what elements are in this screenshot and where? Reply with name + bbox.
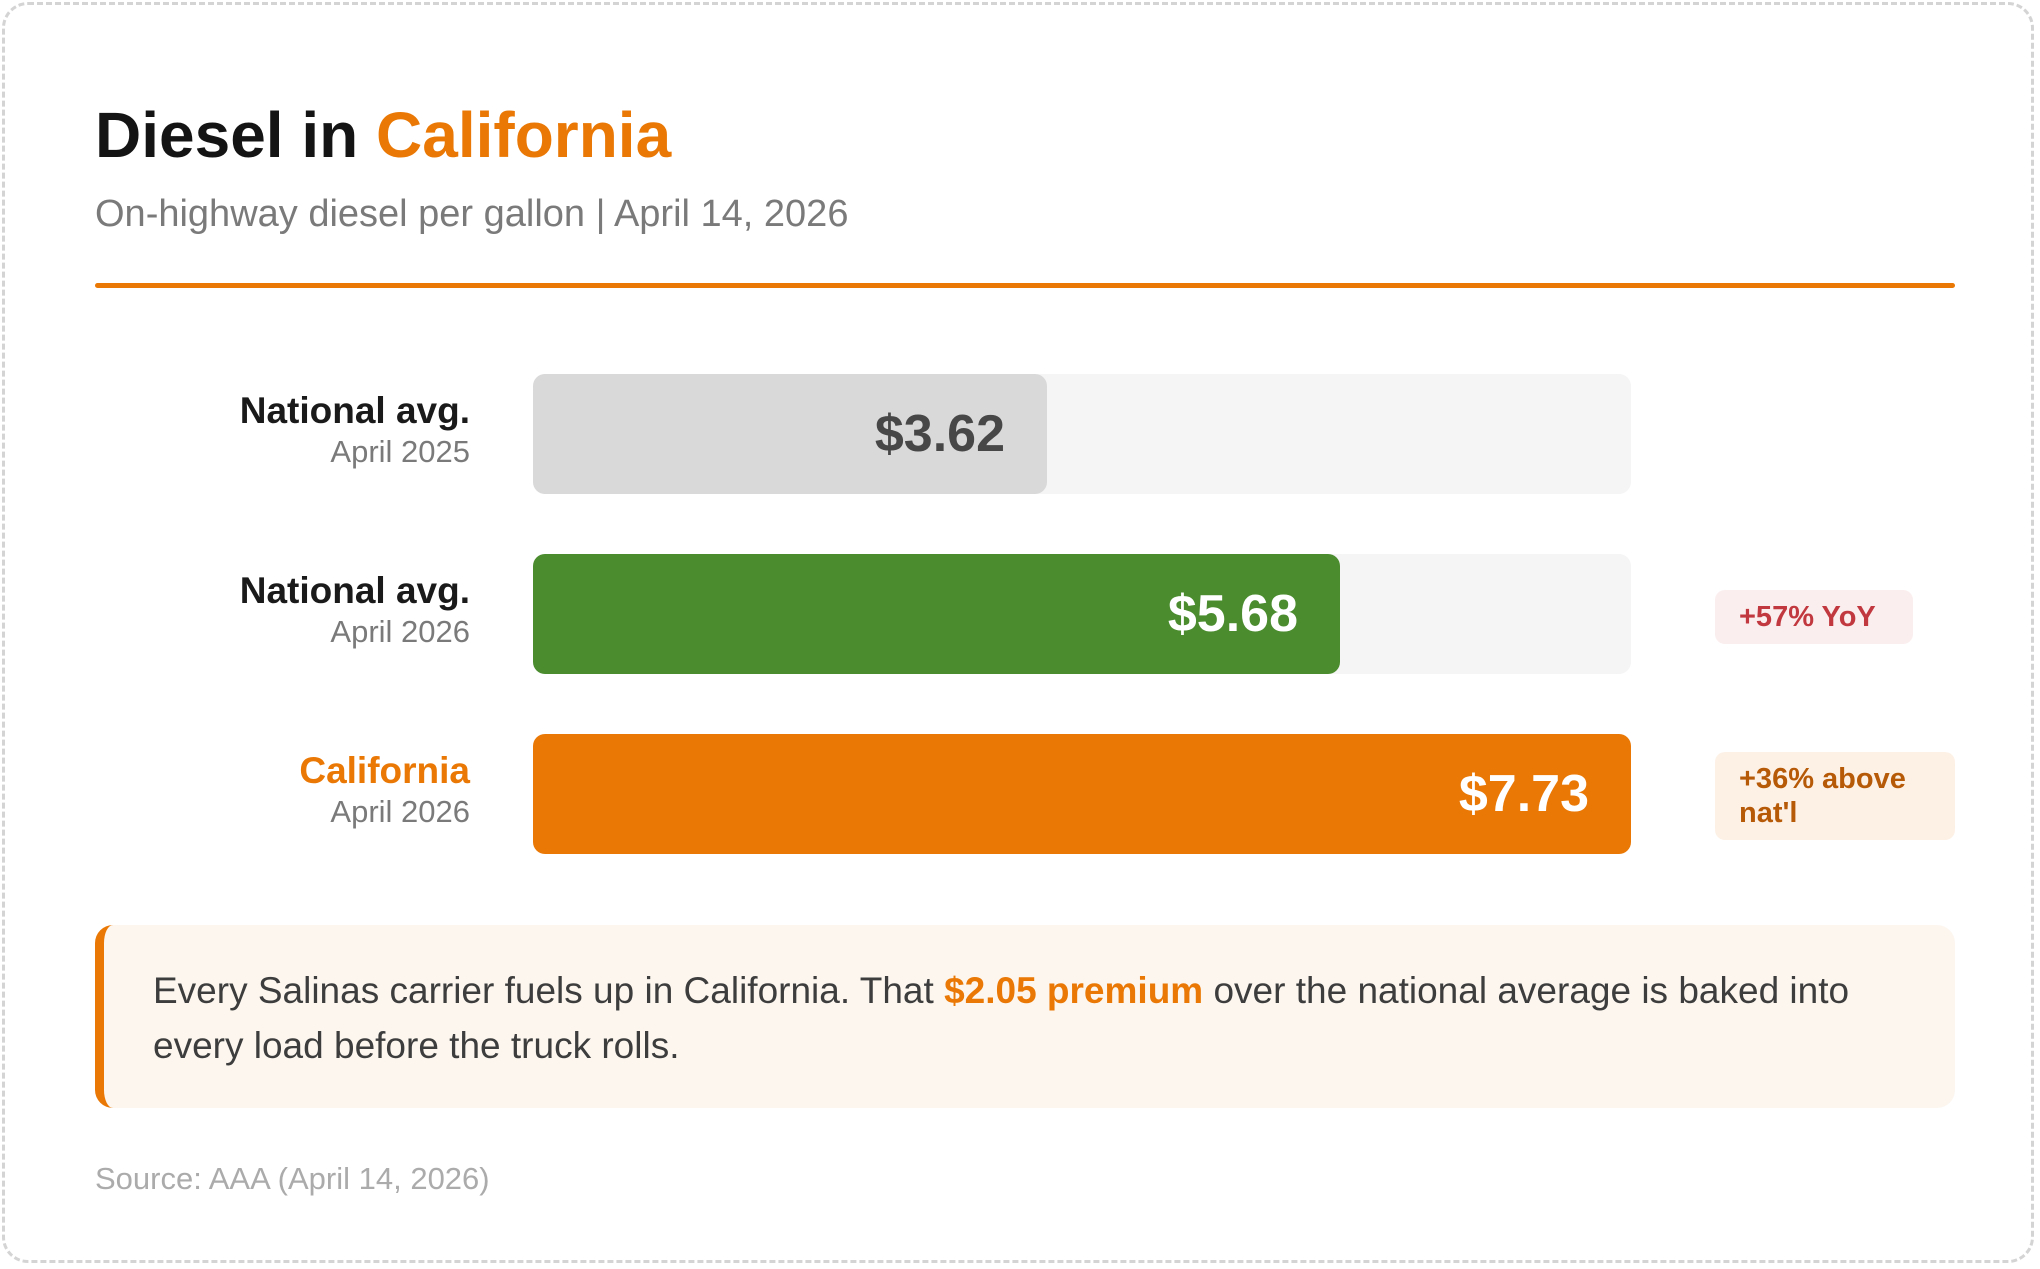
- chart-title: Diesel in California: [95, 97, 671, 173]
- bar-national-2026: $5.68: [533, 554, 1340, 674]
- callout-highlight: $2.05 premium: [944, 970, 1204, 1011]
- bar-track-national-2026: $5.68: [533, 554, 1631, 674]
- title-divider: [95, 283, 1955, 288]
- callout-text-after: over the national average is baked into …: [153, 970, 1850, 1066]
- row-name: California: [299, 750, 470, 791]
- row-label-national-2026: National avg. April 2026: [240, 570, 470, 652]
- title-highlight: California: [376, 99, 672, 171]
- insight-callout: Every Salinas carrier fuels up in Califo…: [95, 925, 1955, 1108]
- bar-track-national-2025: $3.62: [533, 374, 1631, 494]
- bar-value-label: $7.73: [1458, 765, 1589, 823]
- bar-california-2026: $7.73: [533, 734, 1631, 854]
- row-date: April 2026: [330, 794, 470, 829]
- row-name: National avg.: [239, 570, 470, 611]
- yoy-change-badge: +57% YoY: [1715, 590, 1913, 644]
- bar-national-2025: $3.62: [533, 374, 1047, 494]
- row-name: National avg.: [239, 390, 470, 431]
- callout-text-before: Every Salinas carrier fuels up in Califo…: [153, 970, 945, 1011]
- bar-track-california-2026: $7.73: [533, 734, 1631, 854]
- row-label-california-2026: California April 2026: [299, 750, 470, 832]
- bar-value-label: $5.68: [1167, 585, 1298, 643]
- source-note: Source: AAA (April 14, 2026): [95, 1161, 490, 1196]
- row-date: April 2025: [330, 434, 470, 469]
- row-label-national-2025: National avg. April 2025: [240, 390, 470, 472]
- chart-subtitle: On-highway diesel per gallon | April 14,…: [95, 193, 849, 235]
- above-national-badge: +36% above nat'l: [1715, 752, 1955, 840]
- bar-value-label: $3.62: [874, 405, 1005, 463]
- row-date: April 2026: [330, 614, 470, 649]
- title-prefix: Diesel in: [95, 99, 376, 171]
